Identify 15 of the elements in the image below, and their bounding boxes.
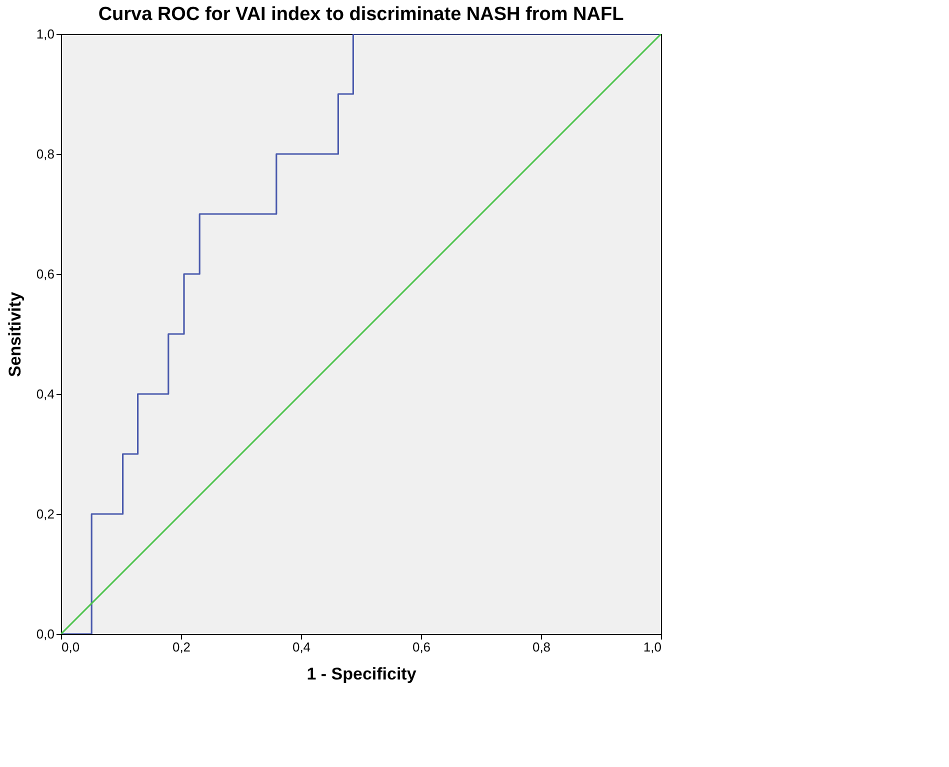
- x-tick-label: 0,4: [292, 640, 311, 654]
- y-tick-label: 0,0: [36, 626, 54, 642]
- x-tick-label: 0,6: [412, 640, 431, 654]
- x-axis-title: 1 - Specificity: [306, 664, 417, 684]
- x-tick-label: 0,0: [62, 640, 80, 654]
- y-tick-label: 0,8: [36, 146, 54, 162]
- x-tick-label: 0,2: [172, 640, 191, 654]
- y-tick-label: 0,6: [36, 266, 54, 282]
- chart-title: Curva ROC for VAI index to discriminate NASH from NAFL: [98, 4, 624, 25]
- y-tick-label: 0,4: [36, 386, 54, 402]
- y-tick-label: 0,2: [36, 506, 54, 522]
- x-tick-label: 0,8: [532, 640, 551, 654]
- y-tick-label: 1,0: [36, 26, 54, 42]
- x-tick-label: 1,0: [643, 640, 662, 654]
- y-axis-title: Sensitivity: [5, 291, 24, 378]
